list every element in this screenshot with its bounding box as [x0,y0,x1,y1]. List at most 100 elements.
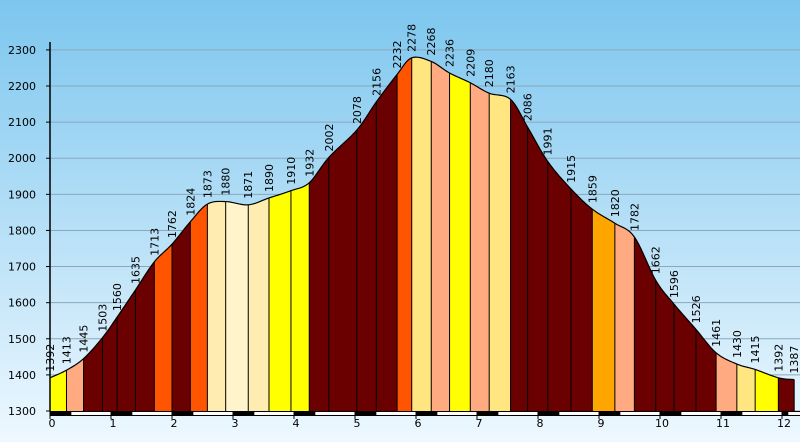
y-tick-label: 2200 [8,80,36,93]
y-tick-label: 1400 [8,369,36,382]
profile-segment [431,61,450,412]
profile-segment [83,337,103,411]
profile-segment [328,130,357,411]
x-axis-band-light [742,412,782,415]
profile-segment [50,370,67,411]
profile-segment [570,188,593,411]
value-label: 2268 [425,27,438,55]
profile-segment [778,377,795,411]
y-tick-labels: 1300 1400 1500 1600 1700 1800 1900 2000 2100 2200… [8,44,36,418]
profile-segment [290,182,310,411]
y-tick-label: 1300 [8,405,36,418]
value-label: 1430 [731,330,744,358]
profile-segment [376,74,398,411]
value-label: 1820 [609,189,622,217]
x-axis-band-light [71,412,111,415]
profile-segment [190,204,208,411]
y-tick-label: 2300 [8,44,36,57]
value-label: 1932 [303,149,316,177]
x-axis-band-light [376,412,416,415]
value-label: 2236 [444,39,457,67]
value-label: 1873 [201,170,214,198]
profile-segment [356,101,377,412]
profile-segment [207,201,226,411]
profile-segment [489,93,511,411]
profile-segment [470,82,490,411]
x-axis-band-light [788,412,800,415]
value-label: 2156 [370,68,383,96]
value-label: 2232 [391,40,404,68]
value-label: 1392 [772,344,785,372]
value-label: 1415 [749,335,762,363]
y-tick-label: 1700 [8,261,36,274]
profile-segment [117,290,136,411]
x-axis-band-light [254,412,294,415]
x-tick-label: 7 [476,417,483,430]
profile-segment [66,358,84,411]
value-label: 1526 [690,295,703,323]
value-label: 1635 [129,256,142,284]
x-tick-label: 5 [354,417,361,430]
y-tick-label: 1900 [8,188,36,201]
value-label: 1387 [788,346,800,374]
value-label: 2002 [323,124,336,152]
value-label: 1445 [78,325,91,353]
profile-segment [397,57,412,412]
value-label: 1413 [60,336,73,364]
value-label: 1782 [628,203,641,231]
profile-segment [225,201,249,411]
value-label: 2180 [483,59,496,87]
x-axis-band-light [193,412,233,415]
value-label: 1392 [44,344,57,372]
profile-segment [449,73,471,411]
y-tick-label: 1500 [8,333,36,346]
x-tick-label: 8 [537,417,544,430]
profile-segment [655,280,675,411]
x-axis-band-light [681,412,721,415]
x-tick-label: 0 [49,417,56,430]
axes [46,42,800,419]
profile-segment [527,127,548,412]
value-label: 1871 [242,171,255,199]
value-label: 2086 [522,93,535,121]
y-tick-label: 1600 [8,297,36,310]
profile-segment [268,190,291,411]
x-axis-band-light [498,412,538,415]
profile-outline [49,56,795,381]
profile-segment [634,236,656,411]
value-label: 2209 [464,49,477,77]
value-label: 1991 [542,127,555,155]
x-tick-label: 3 [232,417,239,430]
value-label: 2078 [351,96,364,124]
y-tick-label: 2000 [8,152,36,165]
profile-segment [154,244,172,411]
x-tick-label: 1 [110,417,117,430]
x-axis-band-light [559,412,599,415]
value-label: 1662 [650,246,663,274]
x-tick-label: 9 [598,417,605,430]
value-label: 1824 [184,188,197,216]
profile-segment [510,99,528,412]
value-label: 1910 [285,157,298,185]
value-labels: 1392 1413 14451503156016351713176218241873… [44,24,800,374]
segment-dividers [49,57,795,411]
profile-segment [411,57,432,412]
value-label: 1713 [148,228,161,256]
x-tick-label: 2 [171,417,178,430]
x-tick-label: 4 [293,417,300,430]
x-axis-band-light [620,412,660,415]
value-label: 1890 [263,164,276,192]
profile-segment [248,197,269,411]
profile-segment [135,261,155,411]
y-tick-label: 1800 [8,224,36,237]
value-label: 1461 [710,319,723,347]
value-label: 1880 [220,168,233,196]
value-label: 2278 [406,24,419,52]
x-tick-label: 12 [777,417,791,430]
profile-segment [102,317,118,411]
profile-segment [547,161,571,411]
x-axis-band-light [315,412,355,415]
x-tick-label: 11 [716,417,730,430]
